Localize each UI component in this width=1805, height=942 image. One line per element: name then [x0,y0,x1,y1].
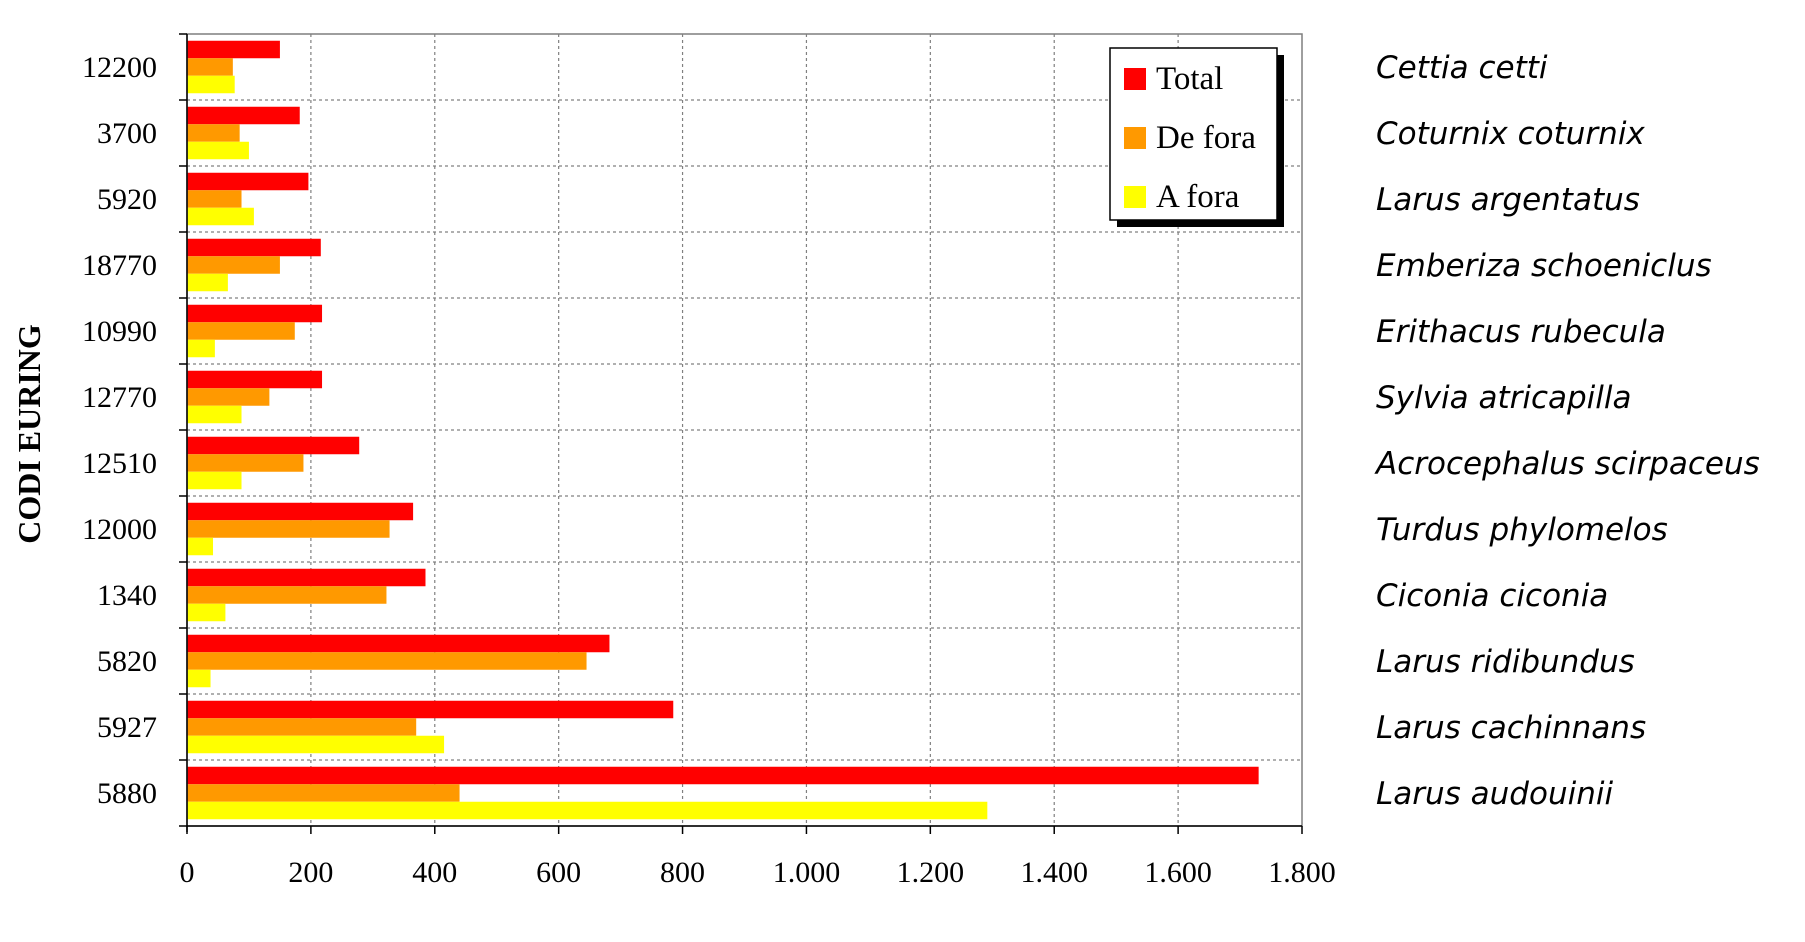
species-label: Larus argentatus [1376,182,1640,218]
bars [187,40,1259,820]
legend: Total De fora A fora [1109,47,1284,227]
category-label: 12000 [82,513,157,546]
category-label: 5927 [97,711,157,744]
bar-a-fora-5920 [187,207,254,226]
bar-total-3700 [187,106,300,125]
x-tick-label: 1.600 [1144,856,1212,889]
species-label: Larus ridibundus [1376,644,1635,680]
species-label: Erithacus rubecula [1376,314,1666,350]
species-labels: Cettia cetti Coturnix coturnix Larus argen… [1374,50,1760,812]
bar-a-fora-1340 [187,603,226,622]
category-label: 12770 [82,381,157,414]
x-tick-label: 600 [536,856,581,889]
bar-total-10990 [187,304,323,323]
bar-total-1340 [187,568,426,587]
x-tick-label: 200 [288,856,333,889]
bar-total-12200 [187,40,280,59]
species-label: Larus cachinnans [1376,710,1646,746]
bar-total-5920 [187,172,309,191]
bar-de-fora-12770 [187,388,270,406]
bar-total-18770 [187,238,321,257]
category-label: 1340 [97,579,157,612]
category-label: 5880 [97,777,157,810]
bar-de-fora-5927 [187,718,417,736]
grid-lines [187,34,1302,826]
x-tick-label: 1.000 [773,856,841,889]
category-label: 12200 [82,51,157,84]
x-tick-label: 1.200 [897,856,965,889]
bar-total-12770 [187,370,323,389]
bar-de-fora-18770 [187,256,280,274]
x-tick-label: 800 [660,856,705,889]
bar-de-fora-3700 [187,124,240,142]
category-label: 10990 [82,315,157,348]
species-label: Larus audouinii [1376,776,1613,812]
bar-a-fora-12510 [187,471,242,490]
bar-de-fora-5820 [187,652,587,670]
bar-total-12000 [187,502,414,521]
bar-total-5880 [187,766,1259,785]
bar-total-5820 [187,634,610,653]
species-label: Acrocephalus scirpaceus [1374,446,1760,482]
bar-de-fora-5920 [187,190,242,208]
bar-a-fora-3700 [187,141,249,160]
legend-swatch-de-fora [1124,127,1146,149]
legend-label-de-fora: De fora [1156,120,1256,156]
bar-de-fora-12200 [187,58,233,76]
species-label: Cettia cetti [1376,50,1548,86]
bar-de-fora-12000 [187,520,390,538]
x-tick-label: 1.400 [1020,856,1088,889]
category-label: 18770 [82,249,157,282]
axes [179,33,1303,834]
species-label: Emberiza schoeniclus [1376,248,1712,284]
bar-a-fora-5880 [187,801,988,820]
legend-label-total: Total [1156,61,1223,97]
bar-de-fora-10990 [187,322,295,340]
species-label: Turdus phylomelos [1376,512,1668,548]
bar-a-fora-12000 [187,537,214,556]
bar-total-12510 [187,436,360,455]
bar-de-fora-1340 [187,586,387,604]
y-axis-title: CODI EURING [11,324,47,544]
bar-a-fora-12200 [187,75,235,94]
category-label: 3700 [97,117,157,150]
x-tick-label: 1.800 [1268,856,1336,889]
bar-a-fora-10990 [187,339,215,358]
x-tick-labels: 0 200 400 600 800 1.000 1.200 1.400 1.600 1.800 [180,856,1336,889]
legend-label-a-fora: A fora [1156,179,1240,215]
category-labels: 12200 3700 5920 18770 10990 12770 12510 12000 13… [82,51,157,810]
x-tick-label: 0 [180,856,195,889]
bar-a-fora-18770 [187,273,228,292]
bar-de-fora-5880 [187,784,460,802]
species-label: Sylvia atricapilla [1376,380,1632,416]
x-tick-label: 400 [412,856,457,889]
bar-total-5927 [187,700,674,719]
species-label: Coturnix coturnix [1376,116,1645,152]
bar-a-fora-5927 [187,735,445,754]
bar-a-fora-12770 [187,405,242,424]
species-label: Ciconia ciconia [1376,578,1608,614]
bar-a-fora-5820 [187,669,211,688]
category-label: 5920 [97,183,157,216]
category-label: 12510 [82,447,157,480]
category-label: 5820 [97,645,157,678]
legend-swatch-a-fora [1124,186,1146,208]
bar-de-fora-12510 [187,454,304,472]
legend-swatch-total [1124,68,1146,90]
